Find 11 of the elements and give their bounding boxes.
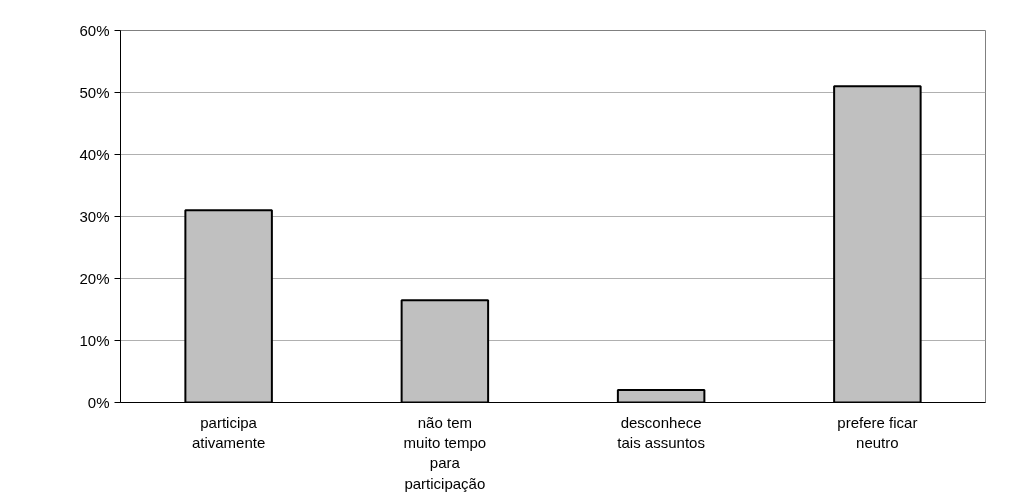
y-tick-label: 40%: [79, 146, 110, 163]
x-tick-label: desconhece tais assuntos: [617, 413, 705, 451]
y-tick-label: 0%: [87, 394, 110, 411]
y-tick-label: 20%: [79, 270, 110, 287]
y-tick-label: 30%: [79, 208, 110, 225]
y-tick-label: 10%: [79, 332, 110, 349]
y-tick-label: 60%: [79, 22, 110, 39]
x-tick-label: prefere ficar neutro: [837, 413, 918, 451]
x-tick-label: participa ativamente: [191, 413, 266, 451]
x-tick-label: não tem muito tempo para participação: [403, 413, 487, 492]
y-tick-label: 50%: [79, 84, 110, 101]
